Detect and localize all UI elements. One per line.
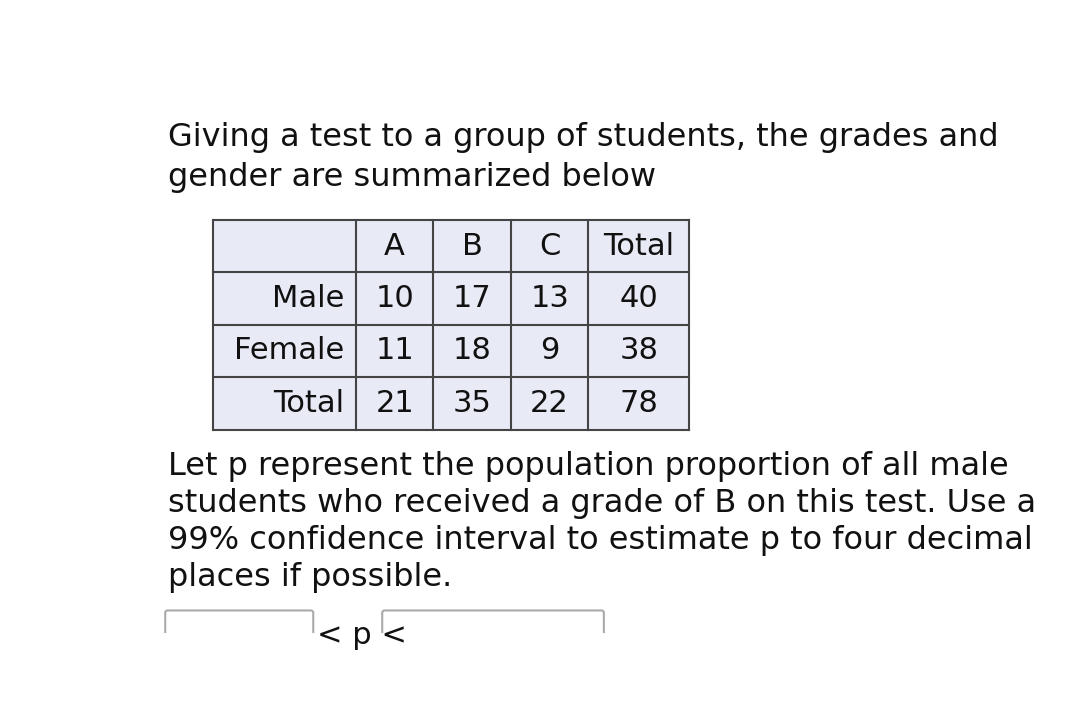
Bar [213,325,356,377]
Text: Female: Female [234,336,345,365]
Bar [511,272,589,325]
Text: 99% confidence interval to estimate p to four decimal: 99% confidence interval to estimate p to… [167,525,1032,556]
Text: students who received a grade of B on this test. Use a: students who received a grade of B on th… [167,488,1036,519]
Bar [356,377,433,429]
Bar [213,272,356,325]
Text: 11: 11 [375,336,414,365]
Text: Total: Total [604,232,674,261]
Text: 13: 13 [530,284,569,313]
Bar [433,220,511,272]
Text: C: C [539,232,561,261]
Text: Male: Male [272,284,345,313]
Text: 35: 35 [453,389,491,418]
Bar [589,377,689,429]
Text: Total: Total [273,389,345,418]
Text: 22: 22 [530,389,569,418]
Text: Let p represent the population proportion of all male: Let p represent the population proportio… [167,451,1009,482]
Bar [356,220,433,272]
Text: 18: 18 [453,336,491,365]
FancyBboxPatch shape [165,611,313,660]
Bar [433,325,511,377]
Text: 21: 21 [375,389,414,418]
Text: 10: 10 [375,284,414,313]
Text: A: A [384,232,405,261]
Text: Giving a test to a group of students, the grades and: Giving a test to a group of students, th… [167,122,998,154]
Bar [433,377,511,429]
Text: 38: 38 [619,336,658,365]
Bar [511,325,589,377]
Text: B: B [461,232,483,261]
Bar [433,272,511,325]
Bar [511,220,589,272]
Bar [589,272,689,325]
Bar [511,377,589,429]
Bar [356,325,433,377]
FancyBboxPatch shape [382,611,604,660]
Bar [213,220,356,272]
Bar [356,272,433,325]
Text: places if possible.: places if possible. [167,562,451,593]
Text: < p <: < p < [318,621,407,650]
Text: gender are summarized below: gender are summarized below [167,162,656,193]
Bar [213,377,356,429]
Bar [589,220,689,272]
Bar [589,325,689,377]
Text: 9: 9 [540,336,559,365]
Text: 40: 40 [619,284,658,313]
Text: 78: 78 [619,389,658,418]
Text: 17: 17 [453,284,491,313]
